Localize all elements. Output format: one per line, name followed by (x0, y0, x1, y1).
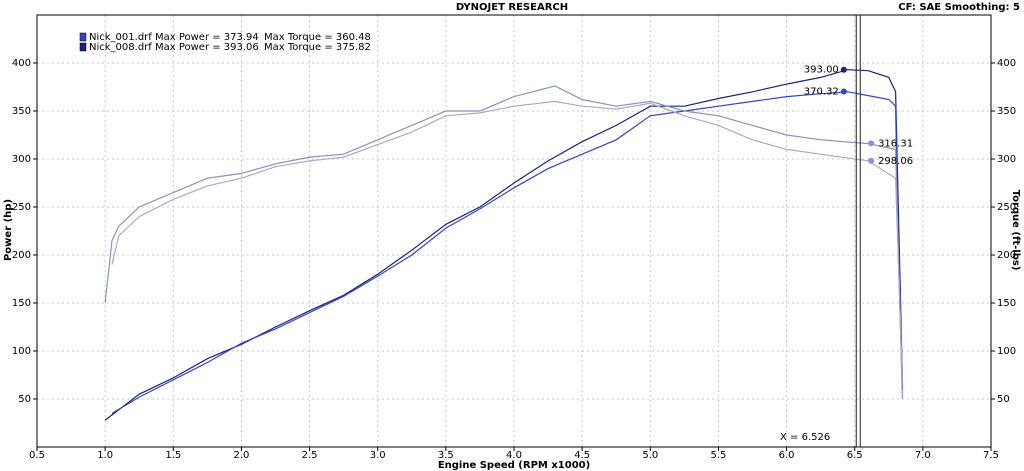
y-tick-label: 250 (12, 202, 31, 213)
y-tick-label: 50 (18, 394, 31, 405)
legend-torque: Max Torque = 375.82 (264, 42, 371, 53)
x-tick-label: 4.5 (574, 450, 590, 461)
x-tick-label: 5.5 (710, 450, 726, 461)
legend-swatch (79, 42, 87, 52)
x-tick-label: 0.5 (29, 450, 45, 461)
y-tick-label: 350 (12, 106, 31, 117)
plot-frame (36, 14, 992, 448)
y2-axis-label: Torque (ft-lbs) (1010, 190, 1021, 271)
marker-dot (840, 66, 847, 73)
x-tick-label: 7.0 (915, 450, 931, 461)
series-line (111, 91, 903, 414)
y2-tick-label: 200 (997, 250, 1016, 261)
series-line (111, 100, 903, 380)
y-tick-label: 400 (12, 58, 31, 69)
x-tick-label: 7.5 (983, 450, 999, 461)
y2-tick-label: 250 (997, 202, 1016, 213)
cursor-label: X = 6.526 (780, 432, 830, 443)
y2-tick-label: 150 (997, 298, 1016, 309)
x-tick-label: 6.5 (847, 450, 863, 461)
y-axis-label: Power (hp) (3, 199, 14, 261)
x-tick-label: 4.0 (506, 450, 522, 461)
y-tick-label: 150 (12, 298, 31, 309)
y-tick-label: 100 (12, 346, 31, 357)
x-tick-label: 6.0 (779, 450, 795, 461)
y2-tick-label: 100 (997, 346, 1016, 357)
x-axis-label: Engine Speed (RPM x1000) (438, 460, 590, 471)
x-tick-label: 5.0 (642, 450, 658, 461)
y2-tick-label: 50 (997, 394, 1010, 405)
marker-label: 370.32 (804, 86, 839, 97)
x-tick-label: 1.5 (165, 450, 181, 461)
marker-label: 298.06 (878, 156, 913, 167)
chart-subtitle: CF: SAE Smoothing: 5 (898, 2, 1020, 13)
y2-tick-label: 400 (997, 58, 1016, 69)
marker-dot (868, 157, 875, 164)
y2-tick-label: 300 (997, 154, 1016, 165)
marker-label: 393.00 (804, 65, 839, 76)
y-tick-label: 200 (12, 250, 31, 261)
marker-dot (868, 140, 875, 147)
legend-torque: Max Torque = 360.48 (264, 32, 371, 43)
x-tick-label: 1.0 (97, 450, 113, 461)
x-tick-label: 2.0 (233, 450, 249, 461)
y2-tick-label: 350 (997, 106, 1016, 117)
x-tick-label: 3.5 (438, 450, 454, 461)
legend-label: Nick_001.drf Max Power = 373.94 (89, 32, 259, 43)
legend-swatch (79, 32, 87, 42)
marker-label: 316.31 (878, 138, 913, 149)
chart-title: DYNOJET RESEARCH (456, 2, 568, 13)
marker-dot (840, 88, 847, 95)
legend-label: Nick_008.drf Max Power = 393.06 (89, 42, 259, 53)
x-tick-label: 2.5 (302, 450, 318, 461)
x-tick-label: 3.0 (370, 450, 386, 461)
y-tick-label: 300 (12, 154, 31, 165)
series-line (104, 85, 903, 400)
